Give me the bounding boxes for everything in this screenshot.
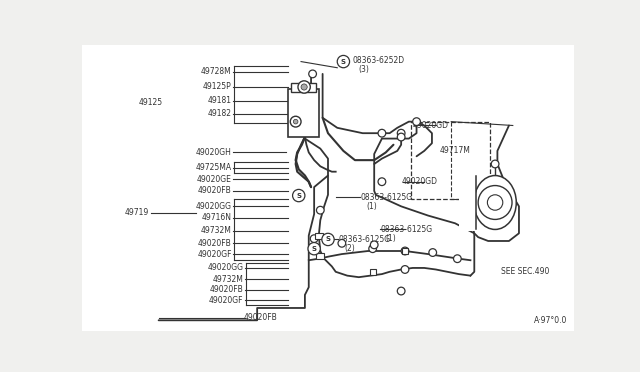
Text: 49020GG: 49020GG <box>207 263 243 272</box>
Text: 49728M: 49728M <box>201 67 232 76</box>
Bar <box>288 89 319 137</box>
Text: 49020FB: 49020FB <box>209 285 243 294</box>
Circle shape <box>295 191 303 199</box>
Circle shape <box>301 84 307 90</box>
Circle shape <box>310 235 318 243</box>
Circle shape <box>292 189 305 202</box>
Circle shape <box>308 70 316 78</box>
Text: 08363-6125G: 08363-6125G <box>380 225 433 234</box>
Text: 49020GE: 49020GE <box>197 175 232 184</box>
Text: 49020FB: 49020FB <box>198 186 232 195</box>
Text: (1): (1) <box>386 234 397 243</box>
Circle shape <box>397 129 405 137</box>
Text: 49020FB: 49020FB <box>198 239 232 248</box>
Text: 49182: 49182 <box>208 109 232 118</box>
Text: 08363-6125G: 08363-6125G <box>360 193 412 202</box>
Circle shape <box>316 206 324 214</box>
Text: (3): (3) <box>359 65 370 74</box>
Circle shape <box>308 243 320 255</box>
Circle shape <box>291 116 301 127</box>
Text: 08363-6125G: 08363-6125G <box>338 235 390 244</box>
Circle shape <box>322 233 334 246</box>
Text: 49125P: 49125P <box>203 83 232 92</box>
Text: S: S <box>312 246 317 252</box>
Bar <box>315 232 323 239</box>
Text: A·97°0.0: A·97°0.0 <box>534 316 568 325</box>
Circle shape <box>369 245 376 253</box>
Text: 49020GD: 49020GD <box>401 177 437 186</box>
Circle shape <box>401 266 409 273</box>
Text: 49020GF: 49020GF <box>209 296 243 305</box>
Text: 49719: 49719 <box>125 208 149 217</box>
Circle shape <box>429 249 436 256</box>
Circle shape <box>371 241 378 249</box>
Text: 49020GD: 49020GD <box>413 121 449 130</box>
Circle shape <box>338 240 346 247</box>
Bar <box>369 269 376 275</box>
Circle shape <box>378 178 386 186</box>
Text: S: S <box>341 58 346 65</box>
Circle shape <box>488 195 503 210</box>
Circle shape <box>378 129 386 137</box>
Text: 49725MA: 49725MA <box>196 163 232 172</box>
Text: 49020FB: 49020FB <box>243 314 277 323</box>
Circle shape <box>298 81 310 93</box>
Bar <box>411 122 490 199</box>
Bar <box>402 248 408 254</box>
Text: S: S <box>296 193 301 199</box>
Text: SEE SEC.490: SEE SEC.490 <box>501 267 550 276</box>
Circle shape <box>397 287 405 295</box>
Circle shape <box>401 247 409 255</box>
Text: 49716N: 49716N <box>202 214 232 222</box>
Circle shape <box>397 133 405 141</box>
Text: S: S <box>326 237 330 243</box>
Circle shape <box>454 255 461 263</box>
Text: 49717M: 49717M <box>440 147 470 155</box>
Circle shape <box>413 118 420 125</box>
Circle shape <box>492 160 499 168</box>
Bar <box>459 174 476 231</box>
Text: 49020GF: 49020GF <box>197 250 232 259</box>
Text: 49125: 49125 <box>138 98 163 107</box>
Text: (2): (2) <box>344 244 355 253</box>
Bar <box>291 83 316 92</box>
Text: 49732M: 49732M <box>201 227 232 235</box>
Text: (1): (1) <box>367 202 377 211</box>
Text: 49732M: 49732M <box>212 275 243 284</box>
Text: 08363-6252D: 08363-6252D <box>353 55 404 64</box>
Text: 49181: 49181 <box>208 96 232 105</box>
Circle shape <box>478 186 512 219</box>
Text: 49020GH: 49020GH <box>196 148 232 157</box>
Circle shape <box>337 55 349 68</box>
Circle shape <box>293 119 298 124</box>
Bar <box>316 253 324 260</box>
Text: 49020GG: 49020GG <box>196 202 232 211</box>
Ellipse shape <box>474 176 516 230</box>
